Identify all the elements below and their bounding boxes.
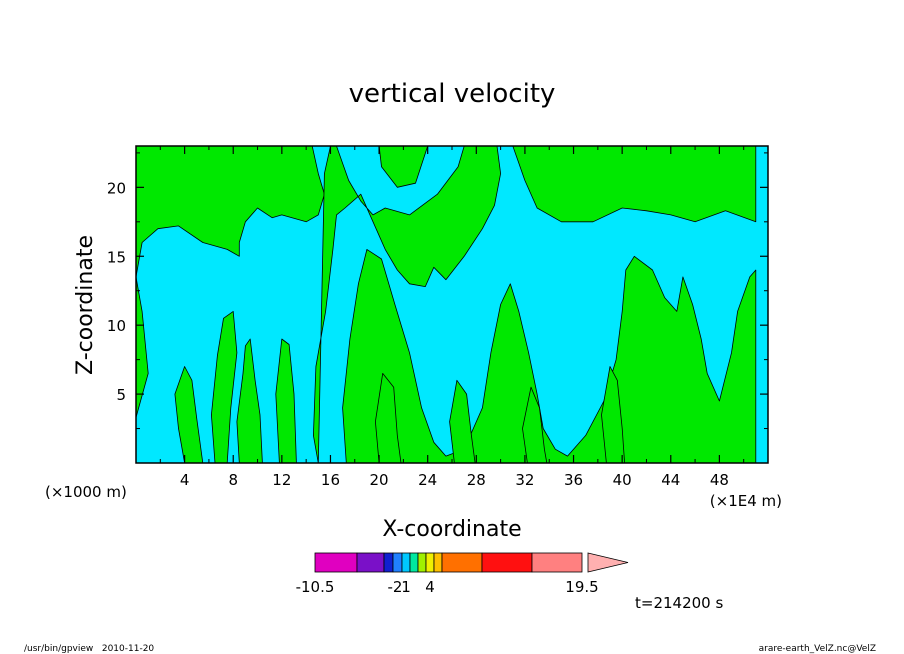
x-tick-label: 44 <box>661 471 680 489</box>
colorbar-label: 19.5 <box>565 578 598 596</box>
x-tick-label: 28 <box>467 471 486 489</box>
colorbar-segment <box>441 552 483 573</box>
chart-title: vertical velocity <box>349 79 556 109</box>
colorbar-segment <box>356 552 385 573</box>
colorbar: -10.5 -21 4 19.5 <box>296 552 629 596</box>
colorbar-label: 1 <box>401 578 411 596</box>
x-axis-unit: (×1000 m) <box>45 483 127 501</box>
colorbar-segment <box>425 552 435 573</box>
y-tick-label: 20 <box>107 179 126 197</box>
colorbar-segment <box>409 552 419 573</box>
y-tick-label: 5 <box>116 386 126 404</box>
contour-region-8 <box>449 379 476 463</box>
colorbar-label: -2 <box>388 578 403 596</box>
x-tick-label: 4 <box>180 471 190 489</box>
contour-region-0 <box>136 146 325 463</box>
x-tick-label: 32 <box>515 471 534 489</box>
contour-region-6 <box>342 248 757 463</box>
x-tick-label: 36 <box>564 471 583 489</box>
y-axis-label: Z-coordinate <box>73 235 98 375</box>
x-tick-label: 24 <box>418 471 437 489</box>
y-tick-label: 15 <box>107 248 126 266</box>
contour-region-1 <box>174 366 204 463</box>
time-label: t=214200 s <box>635 594 723 612</box>
contour-region-9 <box>522 386 548 463</box>
colorbar-segment <box>481 552 533 573</box>
colorbar-segment <box>417 552 427 573</box>
x-axis-scale-note: (×1E4 m) <box>710 492 782 510</box>
contour-region-5 <box>312 146 757 463</box>
colorbar-segment <box>383 552 394 573</box>
x-tick-label: 12 <box>272 471 291 489</box>
contour-region-10 <box>601 366 625 463</box>
colorbar-label: 4 <box>425 578 435 596</box>
x-tick-label: 40 <box>613 471 632 489</box>
x-axis-label: X-coordinate <box>382 517 521 542</box>
footer-left: /usr/bin/gpview 2010-11-20 <box>24 644 154 654</box>
colorbar-segment <box>401 552 411 573</box>
colorbar-arrow <box>587 552 629 573</box>
x-tick-label: 48 <box>710 471 729 489</box>
x-tick-label: 20 <box>370 471 389 489</box>
contour-region-7 <box>374 372 402 463</box>
contour-regions <box>136 146 757 463</box>
colorbar-label: -10.5 <box>296 578 335 596</box>
contour-region-4 <box>275 338 297 463</box>
footer-right: arare-earth_VelZ.nc@VelZ <box>759 644 876 654</box>
contour-region-2 <box>210 310 238 463</box>
y-tick-label: 10 <box>107 317 126 335</box>
x-tick-label: 16 <box>321 471 340 489</box>
colorbar-segment <box>531 552 583 573</box>
colorbar-segment <box>392 552 403 573</box>
x-tick-label: 8 <box>228 471 238 489</box>
colorbar-segment <box>314 552 358 573</box>
contour-region-3 <box>236 338 263 463</box>
colorbar-segment <box>433 552 443 573</box>
